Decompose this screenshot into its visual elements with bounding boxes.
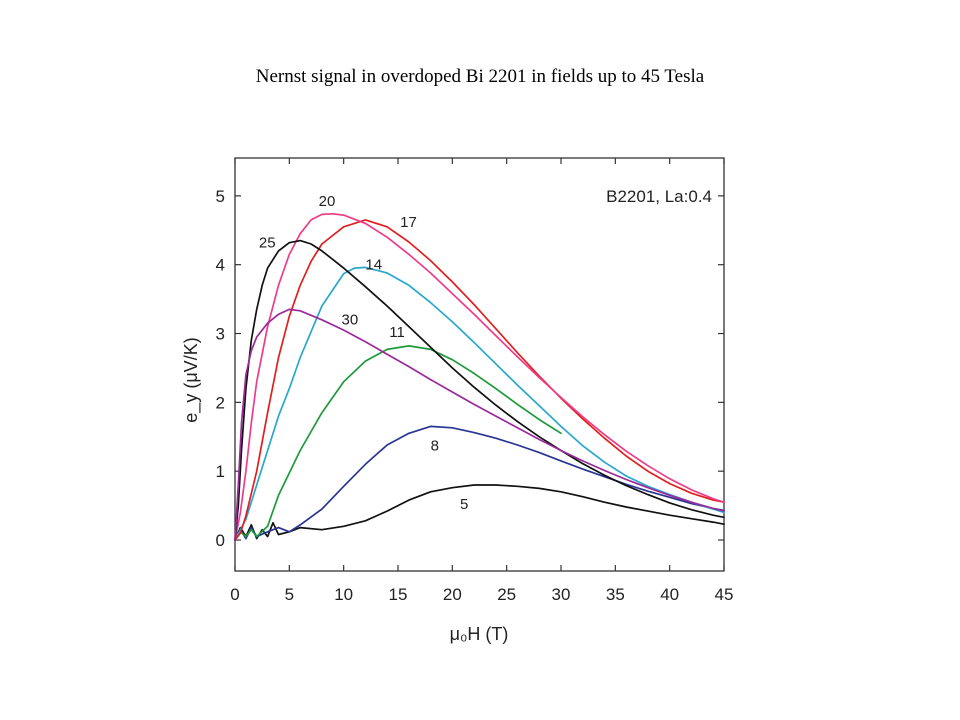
curve-label-17: 17	[400, 214, 417, 231]
curve-label-20: 20	[319, 193, 336, 210]
series-line-30	[234, 308, 725, 541]
chart-annotation: B2201, La:0.4	[606, 187, 712, 206]
y-axis-title: e_y (μV/K)	[181, 337, 202, 422]
x-tick-label: 40	[660, 585, 679, 604]
x-tick-label: 5	[285, 585, 294, 604]
curve-label-14: 14	[365, 257, 382, 274]
x-tick-label: 15	[389, 585, 408, 604]
y-tick-label: 5	[216, 187, 225, 206]
x-tick-label: 25	[497, 585, 516, 604]
curve-label-5: 5	[460, 496, 468, 513]
series-line-14	[234, 266, 725, 541]
plot-frame	[234, 157, 725, 572]
series-line-17	[234, 219, 725, 541]
x-tick-label: 45	[715, 585, 734, 604]
series-layer	[234, 212, 725, 541]
series-line-5	[234, 484, 725, 541]
curve-labels: 5 8 11 14 17 20 25 30	[259, 193, 468, 513]
curve-label-8: 8	[431, 438, 439, 455]
slide-title: Nernst signal in overdoped Bi 2201 in fi…	[255, 66, 705, 87]
curve-label-11: 11	[389, 324, 405, 341]
y-tick-label: 3	[216, 325, 225, 344]
x-tick-label: 10	[334, 585, 353, 604]
curve-label-30: 30	[341, 312, 358, 329]
series-line-11	[234, 345, 562, 541]
x-axis-title: μ₀H (T)	[450, 624, 509, 644]
curve-label-25: 25	[259, 234, 276, 251]
y-tick-label: 4	[216, 256, 225, 275]
y-tick-label: 0	[216, 531, 225, 550]
y-tick-label: 1	[216, 462, 225, 481]
y-tick-label: 2	[216, 393, 225, 412]
x-tick-label: 0	[230, 585, 239, 604]
series-line-8	[234, 425, 725, 541]
x-tick-label: 35	[606, 585, 625, 604]
series-line-20	[234, 212, 725, 541]
series-line-25	[234, 239, 725, 541]
x-tick-label: 20	[443, 585, 462, 604]
x-tick-label: 30	[552, 585, 571, 604]
